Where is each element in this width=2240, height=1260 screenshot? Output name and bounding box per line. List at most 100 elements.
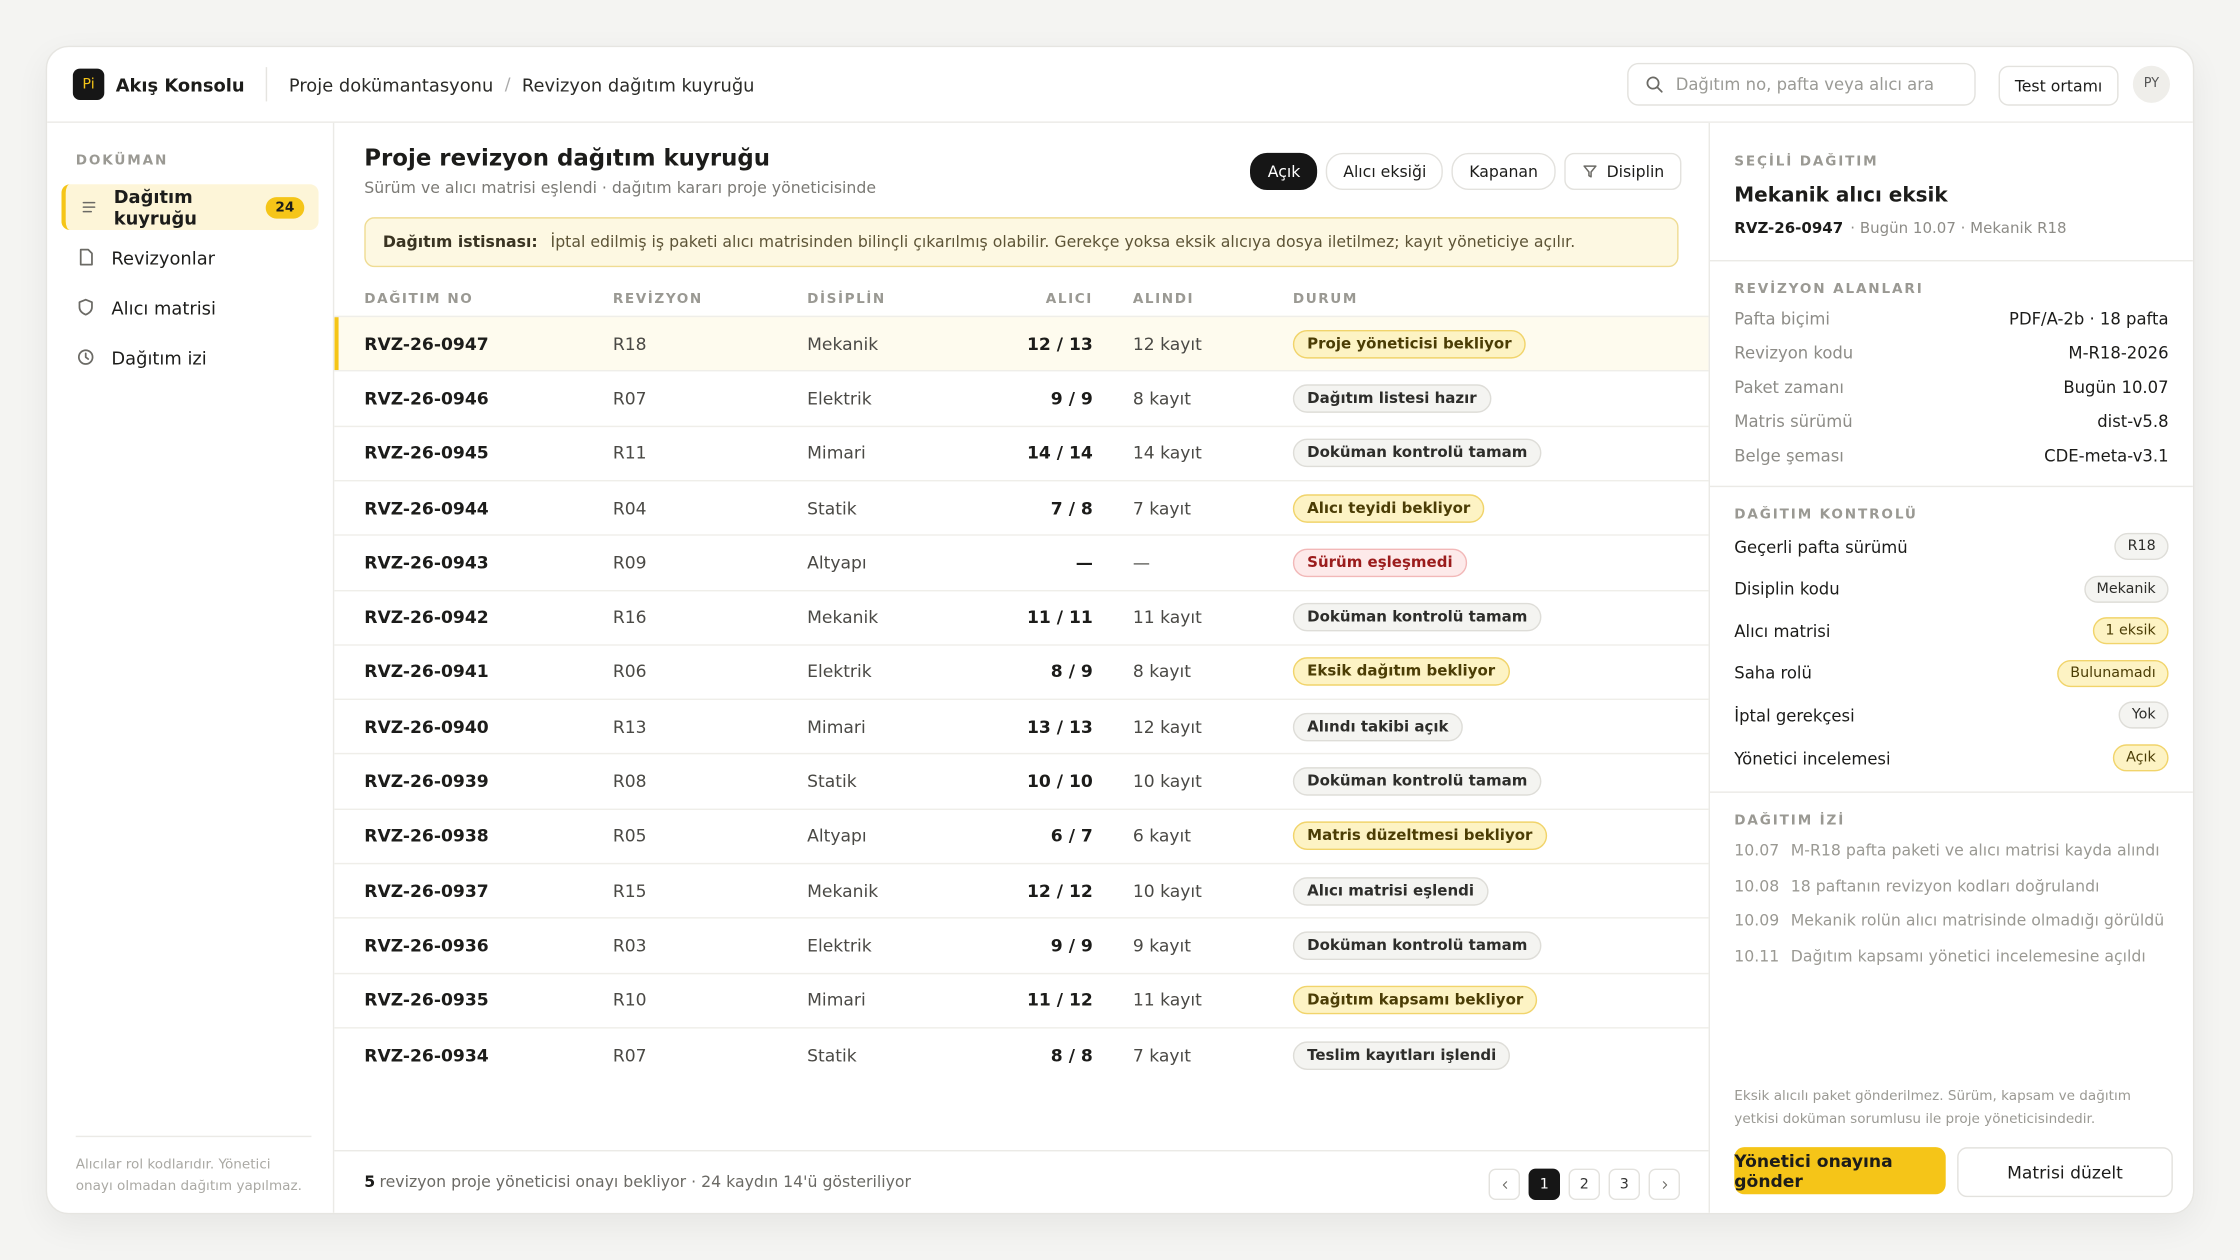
recipient: 8 / 9 [1050,662,1093,683]
column-header: DİSİPLİN [807,290,886,307]
status-pill: Alıcı teyidi bekliyor [1292,493,1485,523]
field-row: Pafta biçimi PDF/A-2b · 18 pafta [1734,309,2168,329]
table-row[interactable]: RVZ-26-0942 R16 Mekanik 11 / 11 11 kayıt Dokü… [334,589,1709,644]
filter-menu[interactable]: Disiplin [1563,152,1682,190]
status-pill: Dağıtım listesi hazır [1292,384,1491,413]
discipline: Elektrik [807,935,872,956]
search[interactable]: Dağıtım no, pafta veya alıcı ara [1627,62,1976,106]
received: 10 kayıt [1132,771,1202,792]
table-row[interactable]: RVZ-26-0941 R06 Elektrik 8 / 9 8 kayıt Eksik … [334,643,1709,699]
discipline: Mimari [807,990,866,1011]
avatar[interactable]: PY [2132,65,2170,103]
nav-item[interactable]: Alıcı matrisi [61,284,318,330]
recipient: 13 / 13 [1026,716,1093,737]
panel-note: Eksik alıcılı paket gönderilmez. Sürüm, … [1734,1088,2131,1128]
discipline: Statik [807,497,857,518]
table-row[interactable]: RVZ-26-0936 R03 Elektrik 9 / 9 9 kayıt Doküma… [334,917,1709,973]
notice-text: İptal edilmiş iş paketi alıcı matrisinde… [550,232,1576,252]
nav-item[interactable]: Revizyonlar [61,234,318,280]
page-subtitle: Sürüm ve alıcı matrisi eşlendi · dağıtım… [364,178,877,198]
distribution-no: RVZ-26-0946 [364,388,489,409]
field-row: Revizyon kodu M-R18-2026 [1734,343,2168,363]
revision: R08 [612,771,647,792]
nav-item[interactable]: Dağıtım izi [61,334,318,380]
status-pill: Matris düzeltmesi bekliyor [1292,821,1547,851]
nav-label: Alıcı matrisi [111,296,216,318]
field-value: dist-v5.8 [2097,411,2169,432]
table-row[interactable]: RVZ-26-0940 R13 Mimari 13 / 13 12 kayıt Alınd… [334,698,1709,754]
check-value: Açık [2113,744,2169,772]
recipient: 11 / 11 [1026,607,1093,628]
discipline: Mekanik [807,333,879,354]
check-value: Mekanik [2083,575,2169,603]
table-row[interactable]: RVZ-26-0937 R15 Mekanik 12 / 12 10 kayıt Alıc… [334,862,1709,918]
received: 8 kayıt [1132,388,1191,409]
distribution-no: RVZ-26-0939 [364,771,489,792]
next-page[interactable] [1648,1168,1680,1200]
trail-time: 10.11 [1734,947,1780,966]
status-pill: Doküman kontrolü tamam [1292,438,1542,468]
sidebar-note: Alıcılar rol kodlarıdır. Yönetici onayı … [75,1135,312,1197]
distribution-no: RVZ-26-0940 [364,716,489,737]
table-row[interactable]: RVZ-26-0946 R07 Elektrik 9 / 9 8 kayıt Dağıtı… [334,370,1709,425]
received: 6 kayıt [1132,826,1191,847]
fields-section: REVİZYON ALANLARI Pafta biçimi PDF/A-2b · … [1709,261,2193,488]
selected-meta-text: · Bugün 10.07 · Mekanik R18 [1850,219,2067,238]
nav-item[interactable]: Dağıtım kuyruğu 24 [61,184,319,230]
received: 9 kayıt [1132,935,1191,956]
table-row[interactable]: RVZ-26-0935 R10 Mimari 11 / 12 11 kayıt Dağıt… [334,972,1709,1027]
prev-page[interactable] [1488,1168,1520,1200]
page-button[interactable]: 2 [1568,1168,1600,1200]
field-row: Belge şeması CDE-meta-v3.1 [1734,446,2168,466]
field-row: Matris sürümü dist-v5.8 [1734,411,2168,431]
distribution-no: RVZ-26-0934 [364,1045,489,1066]
selected-title: Mekanik alıcı eksik [1734,184,1948,208]
status-pill: Proje yöneticisi bekliyor [1292,329,1526,359]
filter-chip[interactable]: Açık [1250,152,1318,190]
table-row[interactable]: RVZ-26-0938 R05 Altyapı 6 / 7 6 kayıt Matris … [334,808,1709,863]
field-value: Bugün 10.07 [2063,377,2169,398]
trail-text: M-R18 pafta paketi ve alıcı matrisi kayd… [1790,841,2160,860]
section-label: DAĞITIM KONTROLÜ [1734,507,1918,523]
primary-button[interactable]: Yönetici onayına gönder [1734,1147,1946,1195]
table-row[interactable]: RVZ-26-0947 R18 Mekanik 12 / 13 12 kayıt Proj… [334,315,1709,371]
table-row[interactable]: RVZ-26-0943 R09 Altyapı — — Sürüm eşleşmedi [334,534,1709,590]
table-row[interactable]: RVZ-26-0934 R07 Statik 8 / 8 7 kayıt Teslim k… [334,1026,1709,1082]
filter-chip[interactable]: Kapanan [1452,152,1556,190]
app-window: Pi Akış Konsolu Proje dokümantasyonu / Reviz… [45,45,2195,1215]
recipient: 12 / 12 [1026,880,1093,901]
revision: R05 [612,826,647,847]
received: — [1132,552,1150,573]
selected-id: RVZ-26-0947 [1734,219,1844,238]
check-row: Yönetici incelemesi Açık [1734,744,2169,772]
check-value: 1 eksik [2092,617,2169,645]
breadcrumb[interactable]: Proje dokümantasyonu [288,73,494,95]
env-button[interactable]: Test ortamı [1998,65,2119,106]
distribution-no: RVZ-26-0936 [364,935,489,956]
table-row[interactable]: RVZ-26-0944 R04 Statik 7 / 8 7 kayıt Alıcı te… [334,479,1709,535]
status-pill: Alıcı matrisi eşlendi [1292,876,1489,906]
filter-icon [1582,165,1597,178]
revision: R16 [612,607,647,628]
table-row[interactable]: RVZ-26-0945 R11 Mimari 14 / 14 14 kayıt Doküm… [334,425,1709,480]
breadcrumb: Revizyon dağıtım kuyruğu [521,73,755,95]
discipline: Elektrik [807,388,872,409]
status-pill: Doküman kontrolü tamam [1292,767,1542,796]
discipline: Statik [807,771,857,792]
page-button[interactable]: 1 [1528,1168,1560,1200]
recipient: 9 / 9 [1050,388,1093,409]
recipient: 12 / 13 [1026,333,1093,354]
secondary-button[interactable]: Matrisi düzelt [1957,1147,2173,1198]
page-button[interactable]: 3 [1608,1168,1640,1200]
check-value: Yok [2118,701,2169,730]
page-title: Proje revizyon dağıtım kuyruğu [364,144,771,172]
filter-chip[interactable]: Alıcı eksiği [1326,152,1444,190]
status-pill: Alındı takibi açık [1292,712,1463,742]
trail-entry: 10.11 Dağıtım kapsamı yönetici incelemesi… [1734,947,2157,966]
divider [266,67,268,102]
table-row[interactable]: RVZ-26-0939 R08 Statik 10 / 10 10 kayıt Doküm… [334,753,1709,808]
discipline: Altyapı [807,552,867,573]
